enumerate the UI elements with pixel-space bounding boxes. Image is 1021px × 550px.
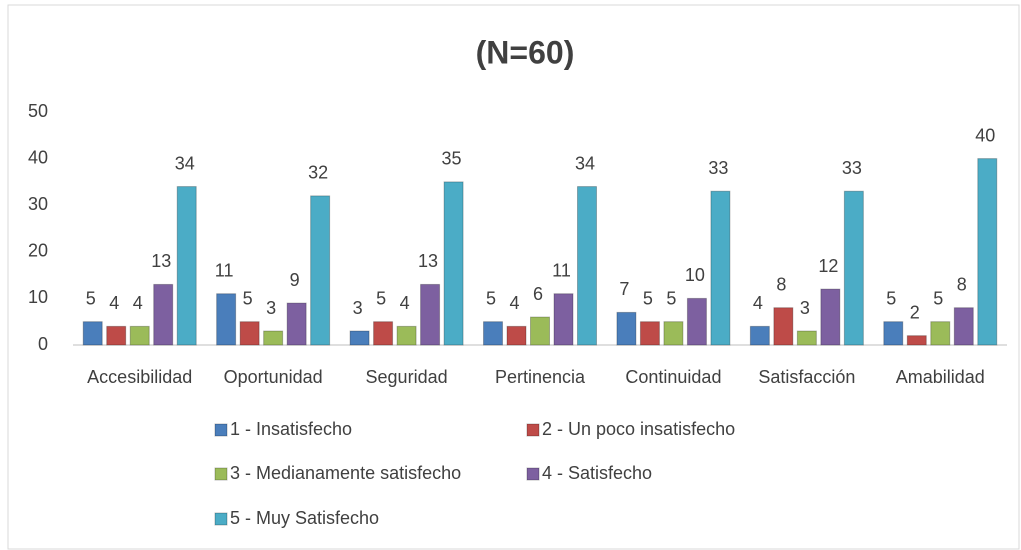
data-label: 5	[86, 288, 96, 308]
bar	[663, 321, 684, 346]
bar	[506, 325, 527, 346]
y-tick-label: 40	[28, 147, 48, 167]
legend-label: 5 - Muy Satisfecho	[230, 508, 379, 528]
x-tick-label: Continuidad	[625, 367, 721, 387]
chart-title: (N=60)	[476, 34, 575, 70]
bar	[263, 330, 284, 346]
data-label: 6	[533, 284, 543, 304]
x-tick-label: Satisfacción	[758, 367, 855, 387]
data-label: 34	[575, 153, 595, 173]
data-label: 5	[243, 288, 253, 308]
data-label: 4	[133, 293, 143, 313]
bar	[310, 195, 331, 346]
data-label: 12	[818, 256, 838, 276]
bar	[639, 321, 660, 346]
data-label: 10	[685, 265, 705, 285]
data-label: 7	[619, 279, 629, 299]
chart-border	[7, 4, 1020, 550]
x-tick-label: Amabilidad	[896, 367, 985, 387]
bar	[396, 325, 417, 346]
bar	[129, 325, 150, 346]
data-label: 4	[753, 293, 763, 313]
bar	[977, 158, 998, 346]
bar	[553, 293, 574, 346]
data-label: 4	[109, 293, 119, 313]
y-tick-label: 20	[28, 241, 48, 261]
data-label: 8	[776, 274, 786, 294]
legend-label: 1 - Insatisfecho	[230, 419, 352, 439]
data-label: 5	[643, 288, 653, 308]
data-label: 34	[175, 153, 195, 173]
data-label: 13	[151, 251, 171, 271]
y-tick-label: 10	[28, 287, 48, 307]
data-label: 3	[800, 298, 810, 318]
bar	[749, 325, 770, 346]
x-tick-label: Seguridad	[366, 367, 448, 387]
bar	[883, 321, 904, 346]
bar	[483, 321, 503, 346]
bar	[349, 330, 370, 346]
data-label: 33	[708, 158, 728, 178]
bar	[930, 321, 951, 346]
data-label: 5	[486, 288, 496, 308]
legend-swatch	[526, 467, 540, 481]
legend-label: 3 - Medianamente satisfecho	[230, 463, 461, 483]
y-tick-label: 30	[28, 194, 48, 214]
data-label: 5	[666, 288, 676, 308]
bar	[530, 316, 550, 346]
bar	[796, 330, 817, 346]
y-tick-label: 0	[38, 334, 48, 354]
data-label: 3	[353, 298, 363, 318]
data-label: 5	[933, 288, 943, 308]
legend-swatch	[526, 423, 540, 437]
bar	[686, 297, 707, 346]
data-label: 3	[266, 298, 276, 318]
bar	[216, 293, 237, 346]
data-label: 8	[957, 274, 967, 294]
data-label: 11	[215, 260, 234, 280]
bar	[373, 321, 394, 346]
bar	[239, 321, 260, 346]
data-label: 13	[418, 251, 438, 271]
data-label: 9	[290, 270, 300, 290]
legend-swatch	[214, 467, 228, 481]
data-label: 5	[886, 288, 896, 308]
bar	[843, 190, 864, 346]
legend-label: 4 - Satisfecho	[542, 463, 652, 483]
data-label: 40	[975, 125, 995, 145]
legend-swatch	[214, 512, 228, 526]
data-label: 4	[400, 293, 410, 313]
legend-label: 2 - Un poco insatisfecho	[542, 419, 735, 439]
bar	[773, 307, 794, 346]
data-label: 4	[509, 293, 519, 313]
bar	[106, 325, 127, 346]
bar	[616, 311, 637, 346]
bar	[710, 190, 731, 346]
data-label: 2	[910, 302, 920, 322]
bar	[82, 321, 103, 346]
bar	[176, 186, 197, 346]
data-label: 32	[308, 163, 328, 183]
x-tick-label: Oportunidad	[224, 367, 323, 387]
bar	[153, 283, 174, 346]
bar	[953, 307, 974, 346]
bar	[906, 335, 927, 346]
legend-swatch	[214, 423, 228, 437]
y-tick-label: 50	[28, 101, 48, 121]
data-label: 33	[842, 158, 862, 178]
bar	[577, 186, 597, 346]
bar	[286, 302, 307, 346]
bar	[420, 283, 441, 346]
x-tick-label: Accesibilidad	[87, 367, 192, 387]
bar	[820, 288, 841, 346]
data-label: 35	[442, 149, 462, 169]
data-label: 5	[376, 288, 386, 308]
x-tick-label: Pertinencia	[495, 367, 586, 387]
bar	[443, 181, 464, 346]
data-label: 11	[552, 260, 571, 280]
